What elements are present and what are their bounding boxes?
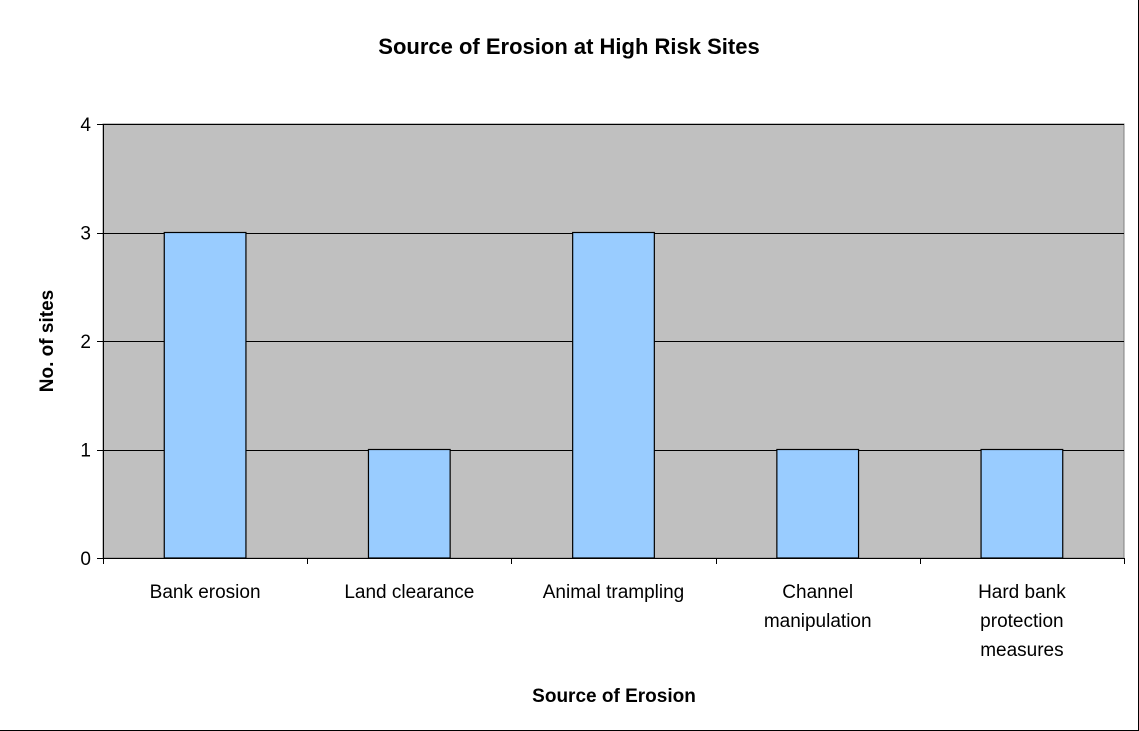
chart-title: Source of Erosion at High Risk Sites (378, 34, 759, 59)
bar (980, 448, 1064, 559)
bar (776, 448, 860, 559)
x-category-label: Bank erosion (150, 582, 261, 603)
x-category-label: manipulation (764, 611, 872, 632)
x-axis-title: Source of Erosion (532, 686, 696, 707)
x-category-label: Channel (782, 582, 853, 603)
bar (572, 231, 655, 559)
x-category-label: Land clearance (344, 582, 474, 603)
y-tick-label: 4 (80, 115, 91, 136)
bar (163, 231, 247, 559)
y-axis-title: No. of sites (37, 290, 58, 392)
x-category-label: measures (980, 640, 1063, 661)
y-tick-label: 3 (80, 224, 91, 245)
y-tick-labels: 0 1 2 3 4 (80, 115, 91, 570)
y-tick-label: 1 (80, 441, 91, 462)
x-category-label: Hard bank (978, 582, 1066, 603)
x-category-labels: Bank erosion Land clearance Animal trampli… (150, 582, 1067, 661)
bar (367, 448, 451, 559)
y-tick-label: 2 (80, 332, 91, 353)
x-category-label: protection (980, 611, 1063, 632)
x-category-label: Animal trampling (543, 582, 685, 603)
axes (97, 124, 1125, 564)
y-tick-label: 0 (80, 549, 91, 570)
